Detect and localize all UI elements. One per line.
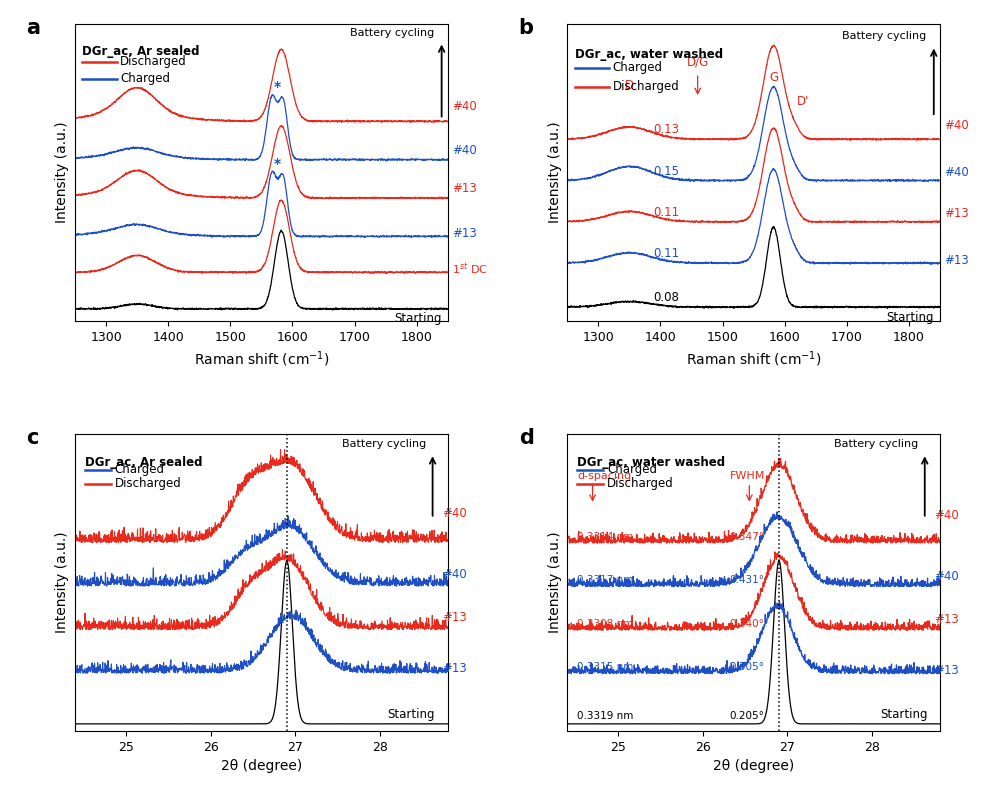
Text: 1$^{st}$ DC: 1$^{st}$ DC	[452, 262, 488, 277]
Y-axis label: Intensity (a.u.): Intensity (a.u.)	[55, 531, 69, 634]
Text: FWHM: FWHM	[730, 471, 765, 480]
Text: 0.431°: 0.431°	[730, 575, 765, 585]
Text: #40: #40	[934, 509, 959, 522]
Text: Battery cycling: Battery cycling	[834, 439, 919, 449]
Text: 0.15: 0.15	[654, 165, 680, 178]
Text: d: d	[519, 428, 534, 448]
Text: 0.08: 0.08	[654, 292, 680, 304]
Text: #40: #40	[452, 144, 477, 157]
X-axis label: Raman shift (cm$^{-1}$): Raman shift (cm$^{-1}$)	[194, 349, 329, 369]
Text: DGr_ac, water washed: DGr_ac, water washed	[577, 456, 725, 468]
Text: 0.205°: 0.205°	[730, 711, 765, 722]
Text: #40: #40	[944, 166, 969, 178]
Text: 0.340°: 0.340°	[730, 619, 765, 629]
Text: G: G	[769, 71, 778, 84]
X-axis label: 2θ (degree): 2θ (degree)	[713, 759, 794, 773]
X-axis label: Raman shift (cm$^{-1}$): Raman shift (cm$^{-1}$)	[686, 349, 821, 369]
Text: 0.3315 nm: 0.3315 nm	[577, 662, 634, 672]
Text: D': D'	[797, 94, 809, 108]
X-axis label: 2θ (degree): 2θ (degree)	[221, 759, 302, 773]
Text: 0.3317 nm: 0.3317 nm	[577, 575, 634, 585]
Text: #13: #13	[442, 612, 467, 624]
Y-axis label: Intensity (a.u.): Intensity (a.u.)	[55, 121, 69, 223]
Text: Battery cycling: Battery cycling	[342, 439, 426, 449]
Text: Battery cycling: Battery cycling	[842, 31, 926, 42]
Text: Starting: Starting	[394, 312, 442, 325]
Text: Starting: Starting	[880, 708, 927, 722]
Text: Starting: Starting	[886, 311, 934, 324]
Text: 0.11: 0.11	[654, 248, 680, 260]
Text: #13: #13	[442, 663, 467, 675]
Text: b: b	[519, 17, 534, 38]
Text: #13: #13	[934, 613, 959, 626]
Text: #13: #13	[944, 207, 969, 220]
Text: #13: #13	[944, 254, 969, 266]
Text: Charged: Charged	[115, 463, 165, 476]
Text: Discharged: Discharged	[607, 477, 674, 490]
Text: Battery cycling: Battery cycling	[350, 28, 434, 38]
Text: DGr_ac, Ar sealed: DGr_ac, Ar sealed	[82, 45, 200, 58]
Text: Charged: Charged	[120, 72, 170, 85]
Text: 0.13: 0.13	[654, 123, 680, 137]
Text: *: *	[274, 80, 281, 94]
Text: c: c	[27, 428, 39, 448]
Text: #40: #40	[934, 570, 959, 583]
Text: Discharged: Discharged	[120, 56, 187, 68]
Text: Discharged: Discharged	[613, 80, 679, 94]
Text: DGr_ac, water washed: DGr_ac, water washed	[575, 49, 723, 61]
Text: #13: #13	[452, 182, 477, 196]
Text: 0.347°: 0.347°	[730, 531, 765, 542]
Text: 0.3319 nm: 0.3319 nm	[577, 711, 634, 722]
Text: DGr_ac, Ar sealed: DGr_ac, Ar sealed	[85, 456, 203, 468]
Text: #40: #40	[442, 567, 467, 581]
Text: #13: #13	[452, 227, 477, 240]
Text: Charged: Charged	[607, 463, 657, 476]
Text: 0.305°: 0.305°	[730, 662, 765, 672]
Text: Discharged: Discharged	[115, 477, 182, 490]
Text: D: D	[625, 79, 634, 93]
Text: #40: #40	[442, 507, 467, 520]
Text: Charged: Charged	[613, 61, 663, 74]
Text: #40: #40	[944, 119, 969, 132]
Text: 0.3314 nm: 0.3314 nm	[577, 531, 634, 542]
Text: a: a	[27, 17, 41, 38]
Text: D/G: D/G	[687, 56, 709, 69]
Y-axis label: Intensity (a.u.): Intensity (a.u.)	[548, 531, 562, 634]
Text: #13: #13	[934, 663, 959, 677]
Y-axis label: Intensity (a.u.): Intensity (a.u.)	[548, 121, 562, 223]
Text: 0.11: 0.11	[654, 206, 680, 219]
Text: *: *	[274, 157, 281, 171]
Text: 0.3308 nm: 0.3308 nm	[577, 619, 634, 629]
Text: d-spacing: d-spacing	[577, 471, 632, 480]
Text: Starting: Starting	[388, 708, 435, 722]
Text: #40: #40	[452, 100, 477, 112]
